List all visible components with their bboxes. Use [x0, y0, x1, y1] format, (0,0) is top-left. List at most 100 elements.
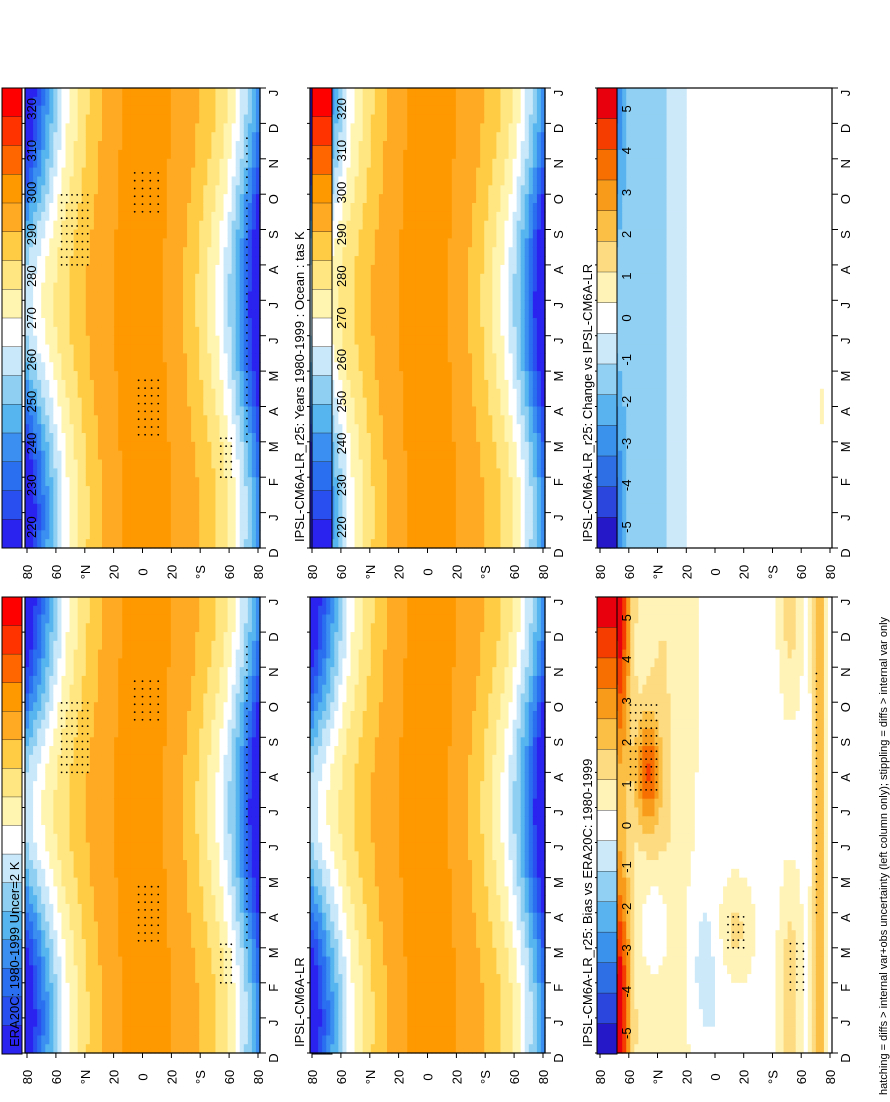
heatmap-cell — [126, 530, 131, 540]
heatmap-cell — [391, 141, 396, 151]
heatmap-cell — [61, 486, 67, 496]
heatmap-cell — [195, 300, 200, 310]
heatmap-cell — [101, 415, 107, 425]
heatmap-cell — [395, 88, 400, 98]
heatmap-cell — [350, 264, 356, 275]
heatmap-cell — [162, 486, 168, 496]
colorbar-swatch — [1, 682, 23, 712]
heatmap-cell — [191, 539, 196, 549]
heatmap-cell — [158, 96, 164, 107]
heatmap-cell — [114, 371, 119, 381]
heatmap-cell — [415, 309, 420, 319]
heatmap-cell — [330, 273, 335, 284]
heatmap-cell — [227, 185, 233, 195]
heatmap-cell — [235, 96, 241, 107]
heatmap-cell — [73, 344, 79, 354]
heatmap-cell — [138, 105, 144, 116]
heatmap-cell — [215, 530, 221, 540]
heatmap-cell — [255, 264, 261, 275]
heatmap-cell — [419, 326, 425, 337]
heatmap-cell — [150, 256, 156, 266]
heatmap-cell — [427, 220, 433, 231]
heatmap-cell — [45, 415, 50, 425]
heatmap-cell — [255, 406, 261, 416]
heatmap-cell — [142, 291, 148, 301]
heatmap-cell — [77, 503, 83, 514]
heatmap-cell — [362, 114, 368, 124]
heatmap-cell — [183, 450, 188, 461]
heatmap-cell — [25, 167, 30, 178]
heatmap-cell — [166, 176, 172, 186]
heatmap-cell — [407, 362, 412, 372]
heatmap-cell — [239, 433, 245, 443]
heatmap-cell — [166, 238, 172, 248]
heatmap-cell — [195, 503, 200, 514]
heatmap-cell — [170, 335, 176, 346]
heatmap-cell — [330, 539, 335, 549]
heatmap-cell — [215, 273, 221, 284]
heatmap-cell — [53, 211, 59, 222]
heatmap-cell — [195, 194, 200, 204]
heatmap-cell — [41, 494, 46, 505]
heatmap-cell — [334, 379, 339, 390]
heatmap-cell — [118, 176, 123, 186]
heatmap-cell — [114, 238, 119, 248]
heatmap-cell — [49, 450, 54, 461]
stipple-dot — [144, 410, 147, 413]
heatmap-cell — [49, 415, 54, 425]
heatmap-cell — [395, 459, 400, 469]
heatmap-cell — [386, 494, 392, 505]
heatmap-cell — [330, 211, 335, 222]
heatmap-cell — [415, 379, 420, 390]
heatmap-cell — [191, 512, 196, 523]
heatmap-cell — [93, 300, 99, 310]
heatmap-cell — [106, 105, 111, 116]
heatmap-cell — [227, 167, 233, 178]
heatmap-cell — [118, 530, 123, 540]
heatmap-cell — [330, 326, 335, 337]
heatmap-cell — [235, 477, 241, 487]
heatmap-cell — [57, 530, 63, 540]
heatmap-cell — [93, 194, 99, 204]
stipple-dot — [86, 240, 89, 243]
heatmap-cell — [215, 468, 221, 478]
heatmap-cell — [370, 344, 376, 354]
heatmap-cell — [81, 211, 87, 222]
heatmap-cell — [130, 468, 135, 478]
heatmap-cell — [81, 185, 87, 195]
heatmap-cell — [334, 477, 339, 487]
heatmap-cell — [203, 291, 208, 301]
heatmap-cell — [338, 326, 344, 337]
heatmap-cell — [423, 379, 429, 390]
heatmap-cell — [366, 194, 372, 204]
heatmap-cell — [255, 539, 261, 549]
heatmap-cell — [57, 494, 63, 505]
heatmap-cell — [382, 468, 388, 478]
heatmap-cell — [415, 468, 420, 478]
heatmap-cell — [386, 247, 392, 257]
heatmap-cell — [53, 388, 59, 399]
heatmap-cell — [427, 539, 433, 549]
heatmap-cell — [243, 539, 249, 549]
heatmap-cell — [41, 521, 46, 531]
heatmap-cell — [203, 326, 208, 337]
heatmap-cell — [346, 388, 352, 399]
heatmap-cell — [183, 309, 188, 319]
heatmap-cell — [346, 300, 352, 310]
heatmap-cell — [158, 176, 164, 186]
heatmap-cell — [370, 300, 376, 310]
heatmap-cell — [25, 362, 30, 372]
heatmap-cell — [227, 229, 233, 239]
heatmap-cell — [61, 176, 67, 186]
heatmap-cell — [118, 141, 123, 151]
heatmap-cell — [49, 282, 54, 293]
heatmap-cell — [386, 362, 392, 372]
heatmap-cell — [415, 433, 420, 443]
heatmap-cell — [73, 415, 79, 425]
heatmap-cell — [435, 503, 441, 514]
heatmap-cell — [338, 158, 344, 169]
heatmap-cell — [235, 388, 241, 399]
heatmap-cell — [126, 450, 131, 461]
heatmap-cell — [178, 512, 184, 523]
heatmap-cell — [41, 158, 46, 169]
